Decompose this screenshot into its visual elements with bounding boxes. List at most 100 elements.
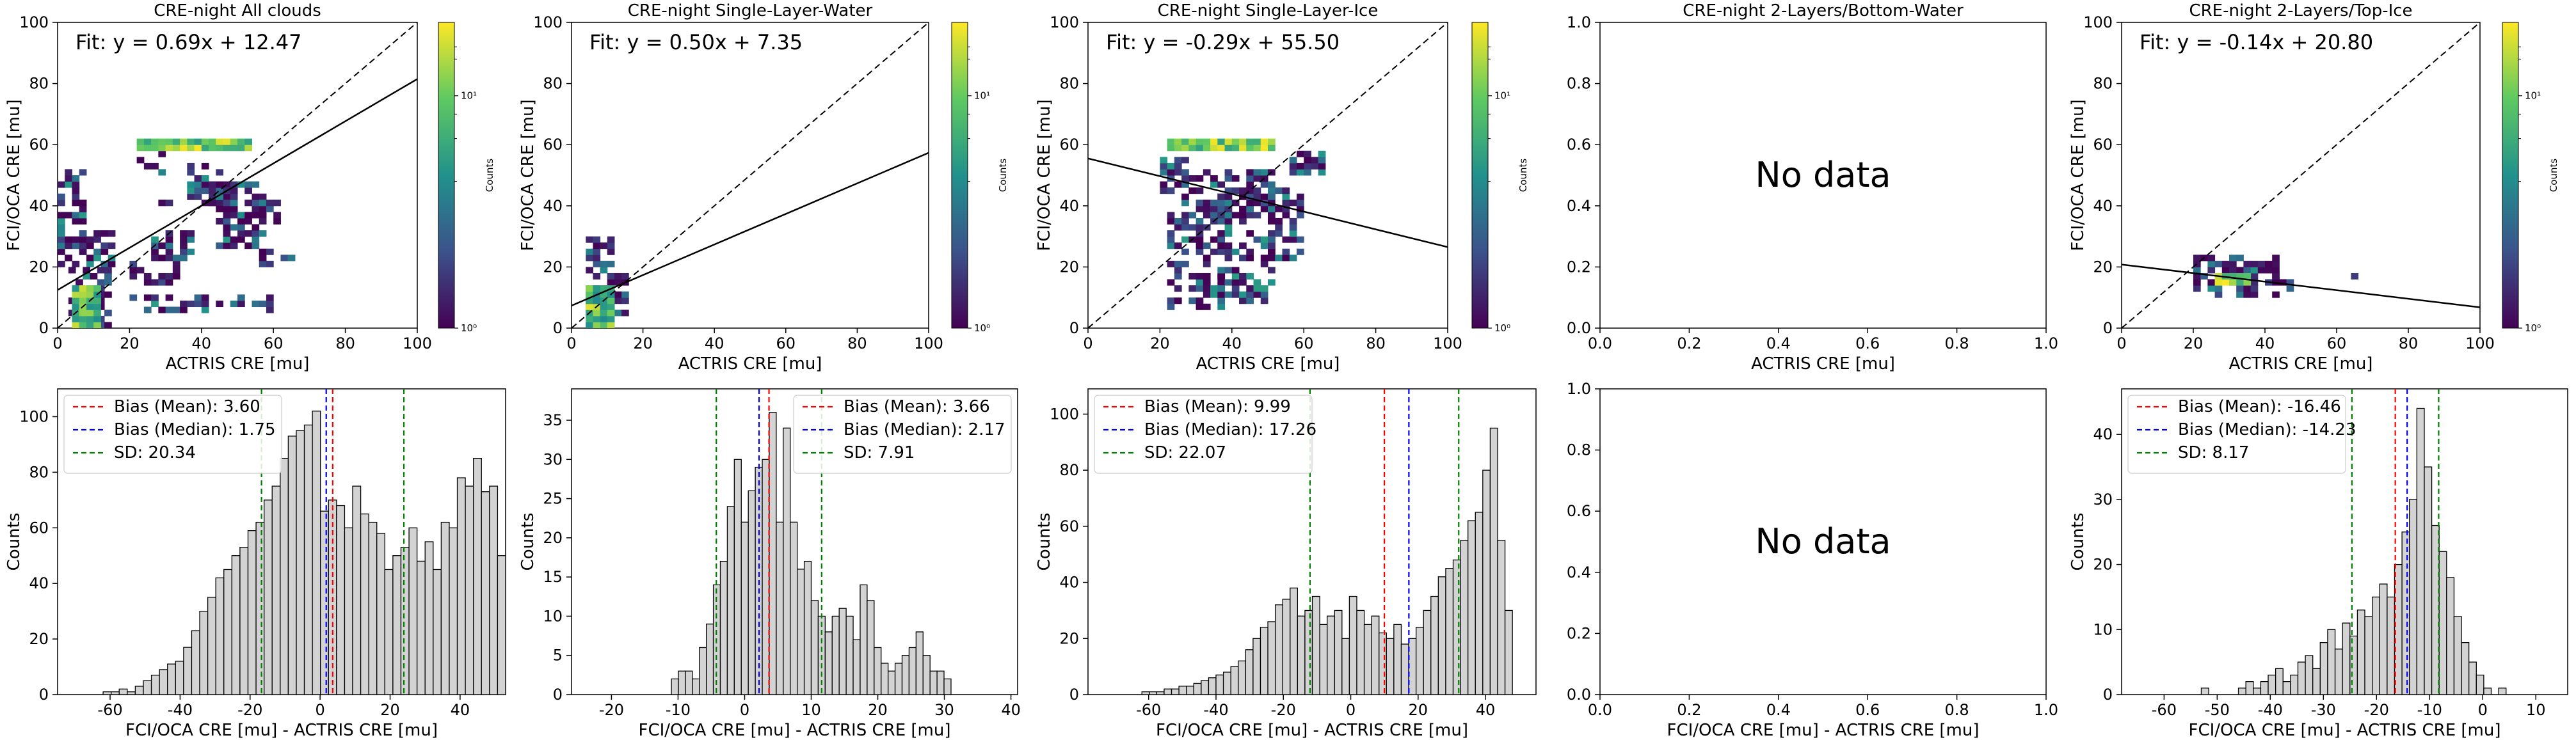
histogram-bar: [416, 560, 426, 695]
density-cell: [2193, 285, 2201, 292]
density-cell: [201, 306, 209, 313]
x-tick-label: 0.0: [1588, 701, 1612, 719]
density-cell: [1181, 236, 1189, 243]
no-data-label: No data: [1755, 155, 1891, 195]
density-cell: [194, 193, 202, 200]
density-cell: [273, 217, 281, 224]
histogram-bar: [831, 615, 840, 695]
histogram-bar: [1304, 610, 1313, 695]
density-cell: [1203, 279, 1211, 286]
x-tick-label: 20: [1409, 701, 1428, 719]
density-cell: [1268, 242, 1276, 249]
density-cell: [586, 285, 593, 292]
x-tick-label: 1.0: [2034, 701, 2058, 719]
histogram-bar: [2334, 649, 2343, 695]
legend-entry: SD: 22.07: [1144, 443, 1226, 462]
density-cell: [1231, 248, 1240, 255]
x-tick-label: -20: [1271, 701, 1296, 719]
density-cell: [1318, 162, 1326, 169]
density-cell: [1196, 297, 1204, 304]
density-cell: [172, 267, 180, 274]
density-cell: [2214, 260, 2223, 267]
histogram-bar: [852, 639, 861, 695]
density-cell: [194, 300, 202, 308]
histogram-bar: [102, 691, 112, 695]
density-cell: [216, 181, 224, 188]
density-cell: [2250, 260, 2259, 267]
histogram-bar: [860, 584, 868, 695]
y-tick-label: 0.0: [1567, 319, 1591, 337]
density-cell: [216, 169, 224, 176]
histogram-bar: [352, 485, 362, 695]
x-tick-label: 0.8: [1945, 701, 1969, 719]
density-cell: [1174, 138, 1182, 145]
histogram-bar: [2237, 688, 2246, 695]
x-tick-label: 10: [2526, 701, 2546, 719]
density-cell: [1224, 212, 1233, 219]
density-cell: [1253, 145, 1261, 152]
density-cell: [1275, 230, 1283, 237]
density-cell: [2279, 279, 2287, 286]
density-cell: [252, 236, 260, 243]
density-cell: [607, 242, 615, 249]
histogram-bar: [1164, 688, 1172, 695]
density-cell: [86, 255, 94, 262]
density-cell: [209, 193, 216, 200]
density-cell: [1203, 291, 1211, 298]
density-cell: [600, 291, 608, 298]
x-axis-label: FCI/OCA CRE [mu] - ACTRIS CRE [mu]: [125, 721, 438, 740]
histogram-bar: [2319, 642, 2328, 695]
density-cell: [223, 205, 231, 212]
legend-entry: Bias (Median): -14.23: [2178, 420, 2356, 439]
density-cell: [1268, 267, 1276, 274]
density-cell: [216, 217, 224, 224]
density-cell: [1174, 260, 1182, 267]
density-cell: [1210, 205, 1218, 212]
density-cell: [614, 279, 622, 286]
density-cell: [2207, 267, 2216, 274]
density-cell: [1282, 248, 1290, 255]
density-cell: [72, 322, 80, 328]
density-cell: [2243, 279, 2252, 286]
histogram-bar: [867, 600, 875, 695]
histogram-bar: [2468, 661, 2477, 695]
density-cell: [1260, 242, 1268, 249]
density-cell: [1210, 138, 1218, 145]
y-tick-label: 1.0: [1567, 380, 1591, 398]
density-cell: [252, 300, 260, 308]
y-tick-label: 25: [543, 490, 563, 508]
density-cell: [65, 181, 72, 188]
density-cell: [100, 230, 109, 237]
histogram-bar: [207, 597, 216, 695]
density-cell: [1167, 297, 1175, 304]
histogram-bar: [783, 427, 791, 695]
density-cell: [194, 138, 202, 145]
y-tick-label: 100: [2083, 13, 2113, 31]
y-tick-label: 80: [2093, 75, 2113, 93]
density-cell: [1246, 187, 1254, 194]
y-tick-label: 0.4: [1567, 197, 1591, 215]
density-cell: [1224, 267, 1233, 274]
density-cell: [1246, 181, 1254, 188]
fit-line: [2122, 264, 2480, 308]
histogram-bar: [1334, 610, 1343, 695]
y-axis-label: FCI/OCA CRE [mu]: [1035, 99, 1054, 251]
density-cell: [1246, 297, 1254, 304]
colorbar-tick-label: 10⁰: [2525, 322, 2541, 334]
x-axis-label: ACTRIS CRE [mu]: [1751, 354, 1895, 374]
histogram-bar: [408, 527, 418, 695]
x-axis-label: FCI/OCA CRE [mu] - ACTRIS CRE [mu]: [639, 721, 951, 740]
histogram-bar: [1230, 666, 1239, 695]
x-tick-label: 100: [2465, 335, 2495, 352]
density-cell: [216, 200, 224, 207]
density-cell: [1174, 242, 1182, 249]
density-cell: [2272, 255, 2280, 262]
histogram-bar: [1311, 595, 1320, 695]
y-tick-label: 60: [29, 136, 49, 154]
one-to-one-line: [1088, 22, 1448, 328]
density-cell: [72, 236, 80, 243]
axes-frame: [571, 22, 929, 329]
density-cell: [1268, 230, 1276, 237]
histogram-bar: [797, 569, 805, 695]
colorbar-label: Counts: [2548, 159, 2559, 193]
